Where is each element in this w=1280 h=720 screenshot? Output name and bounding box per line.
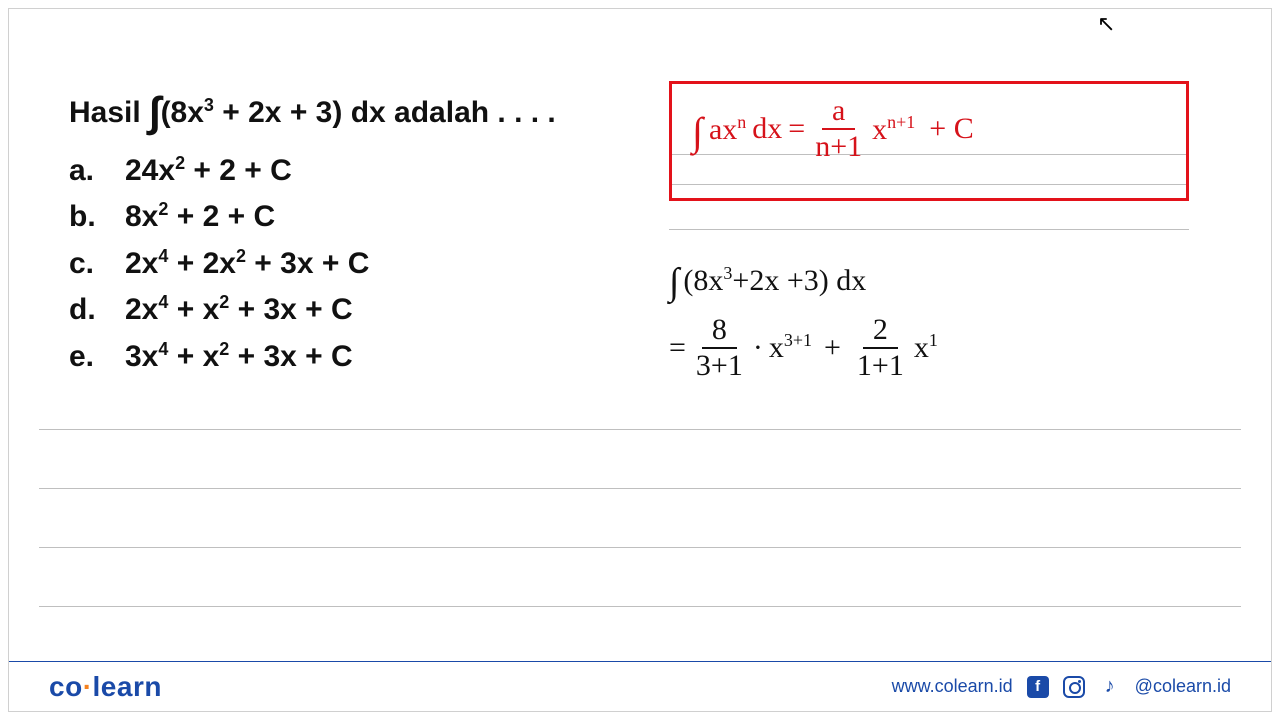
option-letter: d. xyxy=(69,287,125,334)
work-expr: (8x3+2x +3) dx xyxy=(683,260,866,302)
ruled-line xyxy=(669,229,1189,230)
formula-plus-c: + C xyxy=(929,112,973,146)
q-exp1: 3 xyxy=(204,95,214,115)
option-letter: c. xyxy=(69,241,125,288)
page-frame: ↖ Hasil ∫(8x3 + 2x + 3) dx adalah . . . … xyxy=(8,8,1272,712)
formula-fraction: a n+1 xyxy=(815,96,862,162)
logo-dot: · xyxy=(83,671,93,702)
integral-icon: ∫ xyxy=(692,108,703,155)
work-x2: x1 xyxy=(914,327,938,369)
q-expr-open: (8x xyxy=(161,96,204,129)
option-body: 2x4 + x2 + 3x + C xyxy=(125,287,353,334)
question-text: Hasil ∫(8x3 + 2x + 3) dx adalah . . . . xyxy=(69,79,649,138)
option-body: 24x2 + 2 + C xyxy=(125,148,292,195)
ruled-line xyxy=(39,606,1241,607)
integral-icon: ∫ xyxy=(149,88,161,135)
instagram-icon xyxy=(1063,676,1085,698)
ruled-line xyxy=(39,429,1241,430)
equals: = xyxy=(788,112,805,146)
mouse-cursor-icon: ↖ xyxy=(1097,11,1115,37)
ruled-line xyxy=(39,488,1241,489)
colearn-logo: co·learn xyxy=(49,671,162,703)
formula-box: ∫ axn dx = a n+1 xn+1 + C xyxy=(669,81,1189,201)
question-block: Hasil ∫(8x3 + 2x + 3) dx adalah . . . . … xyxy=(69,79,649,380)
ruled-line xyxy=(672,184,1186,185)
formula-x: xn+1 xyxy=(872,112,915,147)
solution-block: ∫ axn dx = a n+1 xn+1 + C ∫ (8x3+2x +3) … xyxy=(669,81,1189,381)
option-body: 3x4 + x2 + 3x + C xyxy=(125,334,353,381)
work-line-2: = 8 3+1 · x3+1 + 2 1+1 x1 xyxy=(669,315,1189,381)
option-b: b. 8x2 + 2 + C xyxy=(69,194,649,241)
q-prefix: Hasil xyxy=(69,96,149,129)
footer-bar: co·learn www.colearn.id f ♪ @colearn.id xyxy=(9,661,1271,711)
work-x1: x3+1 xyxy=(769,327,812,369)
option-body: 8x2 + 2 + C xyxy=(125,194,275,241)
work-frac-2: 2 1+1 xyxy=(857,315,904,381)
option-d: d. 2x4 + x2 + 3x + C xyxy=(69,287,649,334)
logo-co: co xyxy=(49,671,83,702)
notebook-lines xyxy=(39,429,1241,607)
tiktok-icon: ♪ xyxy=(1099,676,1121,698)
working-steps: ∫ (8x3+2x +3) dx = 8 3+1 · x3+1 + 2 1+1 xyxy=(669,254,1189,381)
formula-ax: axn xyxy=(709,112,746,147)
option-letter: b. xyxy=(69,194,125,241)
formula-text: ∫ axn dx = a n+1 xn+1 + C xyxy=(692,96,974,162)
integral-icon: ∫ xyxy=(669,256,679,309)
ruled-line xyxy=(39,547,1241,548)
logo-learn: learn xyxy=(93,671,162,702)
footer-url: www.colearn.id xyxy=(892,676,1013,697)
equals: = xyxy=(669,327,686,369)
dot: · xyxy=(753,327,763,369)
footer-handle: @colearn.id xyxy=(1135,676,1231,697)
q-expr-mid: + 2x + 3) dx adalah . . . . xyxy=(214,96,556,129)
work-line-1: ∫ (8x3+2x +3) dx xyxy=(669,254,1189,307)
option-letter: a. xyxy=(69,148,125,195)
option-c: c. 2x4 + 2x2 + 3x + C xyxy=(69,241,649,288)
option-body: 2x4 + 2x2 + 3x + C xyxy=(125,241,369,288)
formula-dx: dx xyxy=(752,112,782,146)
options-list: a. 24x2 + 2 + C b. 8x2 + 2 + C c. 2x4 + … xyxy=(69,148,649,381)
facebook-icon: f xyxy=(1027,676,1049,698)
work-frac-1: 8 3+1 xyxy=(696,315,743,381)
content-area: Hasil ∫(8x3 + 2x + 3) dx adalah . . . . … xyxy=(9,9,1271,661)
option-a: a. 24x2 + 2 + C xyxy=(69,148,649,195)
option-letter: e. xyxy=(69,334,125,381)
plus: + xyxy=(824,327,841,369)
footer-right: www.colearn.id f ♪ @colearn.id xyxy=(892,676,1231,698)
option-e: e. 3x4 + x2 + 3x + C xyxy=(69,334,649,381)
